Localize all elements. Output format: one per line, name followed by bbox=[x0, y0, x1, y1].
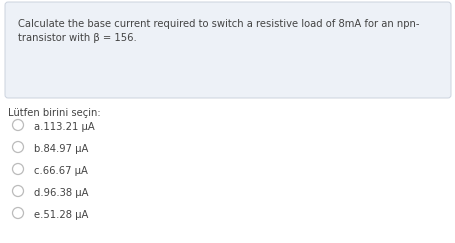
Text: d.96.38 μA: d.96.38 μA bbox=[34, 188, 88, 198]
Text: c.66.67 μA: c.66.67 μA bbox=[34, 166, 88, 176]
Circle shape bbox=[12, 120, 24, 130]
Text: Calculate the base current required to switch a resistive load of 8mA for an npn: Calculate the base current required to s… bbox=[18, 19, 419, 29]
Text: Lütfen birini seçin:: Lütfen birini seçin: bbox=[8, 108, 101, 118]
Circle shape bbox=[12, 208, 24, 218]
Circle shape bbox=[12, 185, 24, 197]
Circle shape bbox=[12, 141, 24, 153]
Circle shape bbox=[12, 164, 24, 174]
FancyBboxPatch shape bbox=[5, 2, 450, 98]
Text: transistor with β = 156.: transistor with β = 156. bbox=[18, 33, 136, 43]
Text: e.51.28 μA: e.51.28 μA bbox=[34, 210, 88, 220]
Text: b.84.97 μA: b.84.97 μA bbox=[34, 144, 88, 154]
Text: a.113.21 μA: a.113.21 μA bbox=[34, 122, 95, 132]
